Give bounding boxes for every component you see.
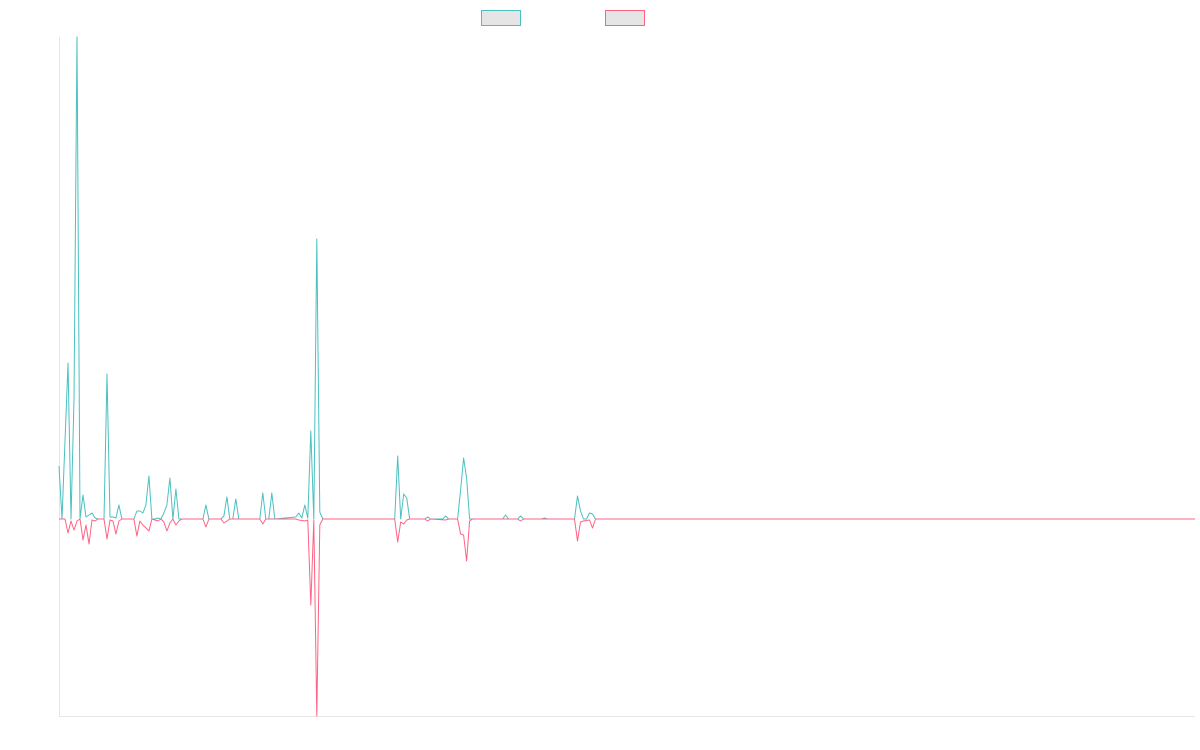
legend — [481, 10, 645, 26]
legend-swatch-2[interactable] — [605, 10, 645, 26]
series-line-1 — [58, 36, 1195, 520]
legend-swatch-1[interactable] — [481, 10, 521, 26]
series-group — [58, 36, 1195, 717]
series-line-2 — [59, 518, 1195, 717]
